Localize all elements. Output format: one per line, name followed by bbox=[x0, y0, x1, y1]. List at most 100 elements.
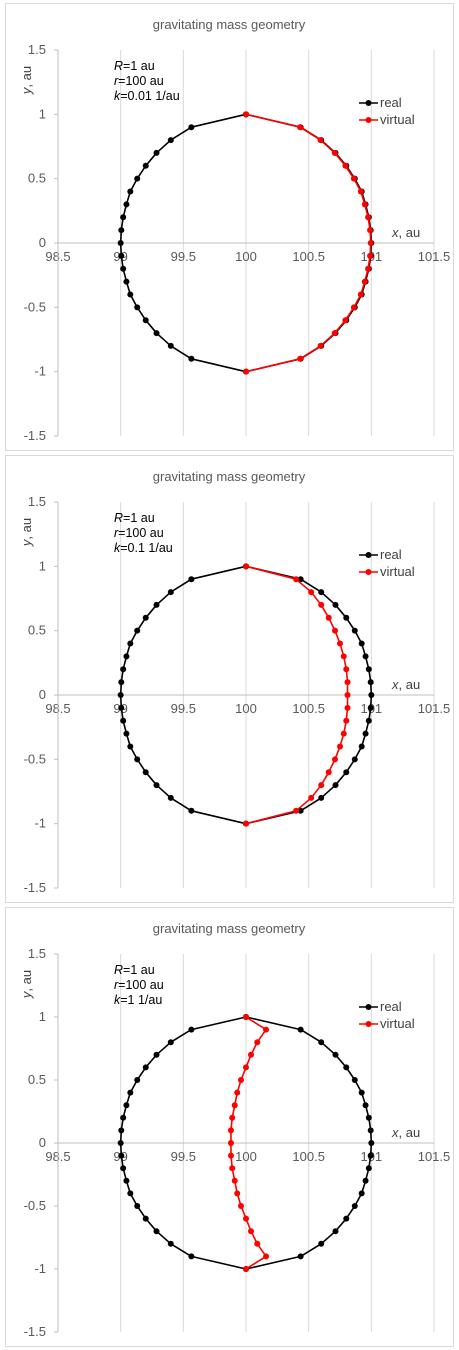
data-point-real bbox=[127, 1089, 134, 1096]
data-point-real bbox=[118, 1127, 125, 1134]
data-point-real bbox=[120, 1114, 127, 1121]
data-point-virtual bbox=[344, 692, 351, 698]
data-point-virtual bbox=[367, 240, 374, 246]
data-point-real bbox=[297, 1026, 304, 1033]
parameter-value: =100 au bbox=[118, 526, 164, 540]
data-point-real bbox=[188, 124, 195, 131]
data-point-real bbox=[343, 1064, 350, 1071]
data-point-real bbox=[365, 666, 372, 673]
data-point-real bbox=[297, 576, 304, 583]
data-point-real bbox=[365, 1165, 372, 1172]
data-point-real bbox=[358, 1089, 365, 1096]
y-axis-label-var: y bbox=[19, 86, 34, 95]
y-tick-label: -1 bbox=[34, 816, 46, 831]
data-point-virtual bbox=[243, 1266, 249, 1272]
y-tick-label: 0.5 bbox=[28, 171, 46, 186]
data-point-real bbox=[134, 1203, 141, 1209]
x-axis-label: x, au bbox=[391, 677, 420, 692]
data-point-real bbox=[188, 576, 195, 583]
data-point-real bbox=[123, 653, 130, 660]
data-point-real bbox=[134, 304, 141, 311]
data-point-real bbox=[127, 1190, 134, 1197]
data-point-real bbox=[332, 1228, 339, 1235]
y-tick-label: 1.5 bbox=[28, 494, 46, 509]
y-tick-label: -0.5 bbox=[24, 1198, 46, 1213]
data-point-virtual bbox=[243, 1215, 249, 1222]
parameter-value: =1 au bbox=[123, 59, 155, 73]
parameter-name: r bbox=[114, 526, 119, 540]
data-point-real bbox=[167, 342, 174, 349]
data-point-real bbox=[351, 627, 358, 634]
data-point-real bbox=[142, 1215, 149, 1222]
y-tick-label: 0.5 bbox=[28, 1072, 46, 1087]
data-point-real bbox=[167, 1240, 174, 1247]
legend-label-real: real bbox=[380, 547, 402, 562]
chart-panel-1: gravitating mass geometry98.59999.510010… bbox=[5, 3, 454, 451]
legend-marker-virtual bbox=[365, 117, 372, 123]
data-point-real bbox=[167, 137, 174, 144]
legend-marker-virtual bbox=[365, 1021, 372, 1027]
data-point-real bbox=[123, 730, 130, 737]
parameter-annotation: R=1 au bbox=[114, 59, 155, 73]
y-tick-label: 0 bbox=[39, 235, 46, 250]
parameter-value: =1 1/au bbox=[120, 993, 162, 1007]
data-point-real bbox=[123, 201, 130, 208]
data-point-real bbox=[332, 601, 339, 608]
data-point-real bbox=[343, 769, 350, 776]
x-tick-label: 99.5 bbox=[171, 701, 196, 716]
data-point-virtual bbox=[331, 149, 338, 156]
parameter-annotation: r=100 au bbox=[114, 74, 164, 88]
data-point-virtual bbox=[343, 717, 350, 724]
data-point-real bbox=[367, 679, 374, 686]
data-point-virtual bbox=[317, 137, 324, 144]
data-point-virtual bbox=[243, 1064, 249, 1071]
parameter-annotation: r=100 au bbox=[114, 526, 164, 540]
data-point-virtual bbox=[367, 252, 374, 259]
parameter-value: =1 au bbox=[123, 511, 155, 525]
data-point-real bbox=[123, 278, 130, 285]
y-tick-label: 1.5 bbox=[28, 42, 46, 57]
y-tick-label: -0.5 bbox=[24, 299, 46, 314]
parameter-annotation: R=1 au bbox=[114, 963, 155, 977]
data-point-virtual bbox=[234, 1089, 241, 1096]
x-axis-label: x, au bbox=[391, 1125, 420, 1140]
data-point-real bbox=[142, 1064, 149, 1071]
data-point-real bbox=[120, 265, 127, 272]
data-point-real bbox=[118, 227, 125, 234]
data-point-virtual bbox=[243, 563, 249, 570]
chart-svg-3: gravitating mass geometry98.59999.510010… bbox=[19, 921, 450, 1339]
data-point-real bbox=[188, 1253, 195, 1260]
data-point-real bbox=[297, 807, 304, 814]
data-point-virtual bbox=[337, 640, 343, 647]
y-tick-label: 1.5 bbox=[28, 946, 46, 961]
data-point-real bbox=[127, 188, 134, 195]
x-axis-label: x, au bbox=[391, 225, 420, 240]
data-point-real bbox=[362, 730, 369, 737]
data-point-real bbox=[120, 214, 127, 221]
data-point-virtual bbox=[308, 589, 315, 596]
data-point-virtual bbox=[357, 188, 364, 195]
data-point-real bbox=[318, 589, 325, 596]
data-point-real bbox=[142, 317, 149, 324]
data-point-virtual bbox=[357, 291, 364, 298]
data-point-virtual bbox=[227, 1152, 234, 1159]
y-tick-label: 0 bbox=[39, 687, 46, 702]
data-point-virtual bbox=[343, 666, 350, 673]
data-point-real bbox=[118, 704, 125, 711]
parameter-name: r bbox=[114, 74, 119, 88]
x-tick-label: 100.5 bbox=[292, 249, 325, 264]
data-point-real bbox=[153, 330, 160, 337]
legend-label-real: real bbox=[380, 999, 402, 1014]
data-point-virtual bbox=[263, 1026, 270, 1033]
parameter-value: =0.1 1/au bbox=[120, 541, 173, 555]
data-point-virtual bbox=[325, 769, 332, 776]
x-tick-label: 101.5 bbox=[418, 701, 451, 716]
data-point-real bbox=[318, 1240, 325, 1247]
x-axis-label-unit: , au bbox=[399, 1125, 421, 1140]
data-point-real bbox=[117, 240, 124, 246]
parameter-value: =100 au bbox=[118, 978, 164, 992]
data-point-virtual bbox=[248, 1228, 255, 1235]
chart-title: gravitating mass geometry bbox=[153, 921, 306, 936]
x-tick-label: 99.5 bbox=[171, 249, 196, 264]
data-point-real bbox=[118, 679, 125, 686]
